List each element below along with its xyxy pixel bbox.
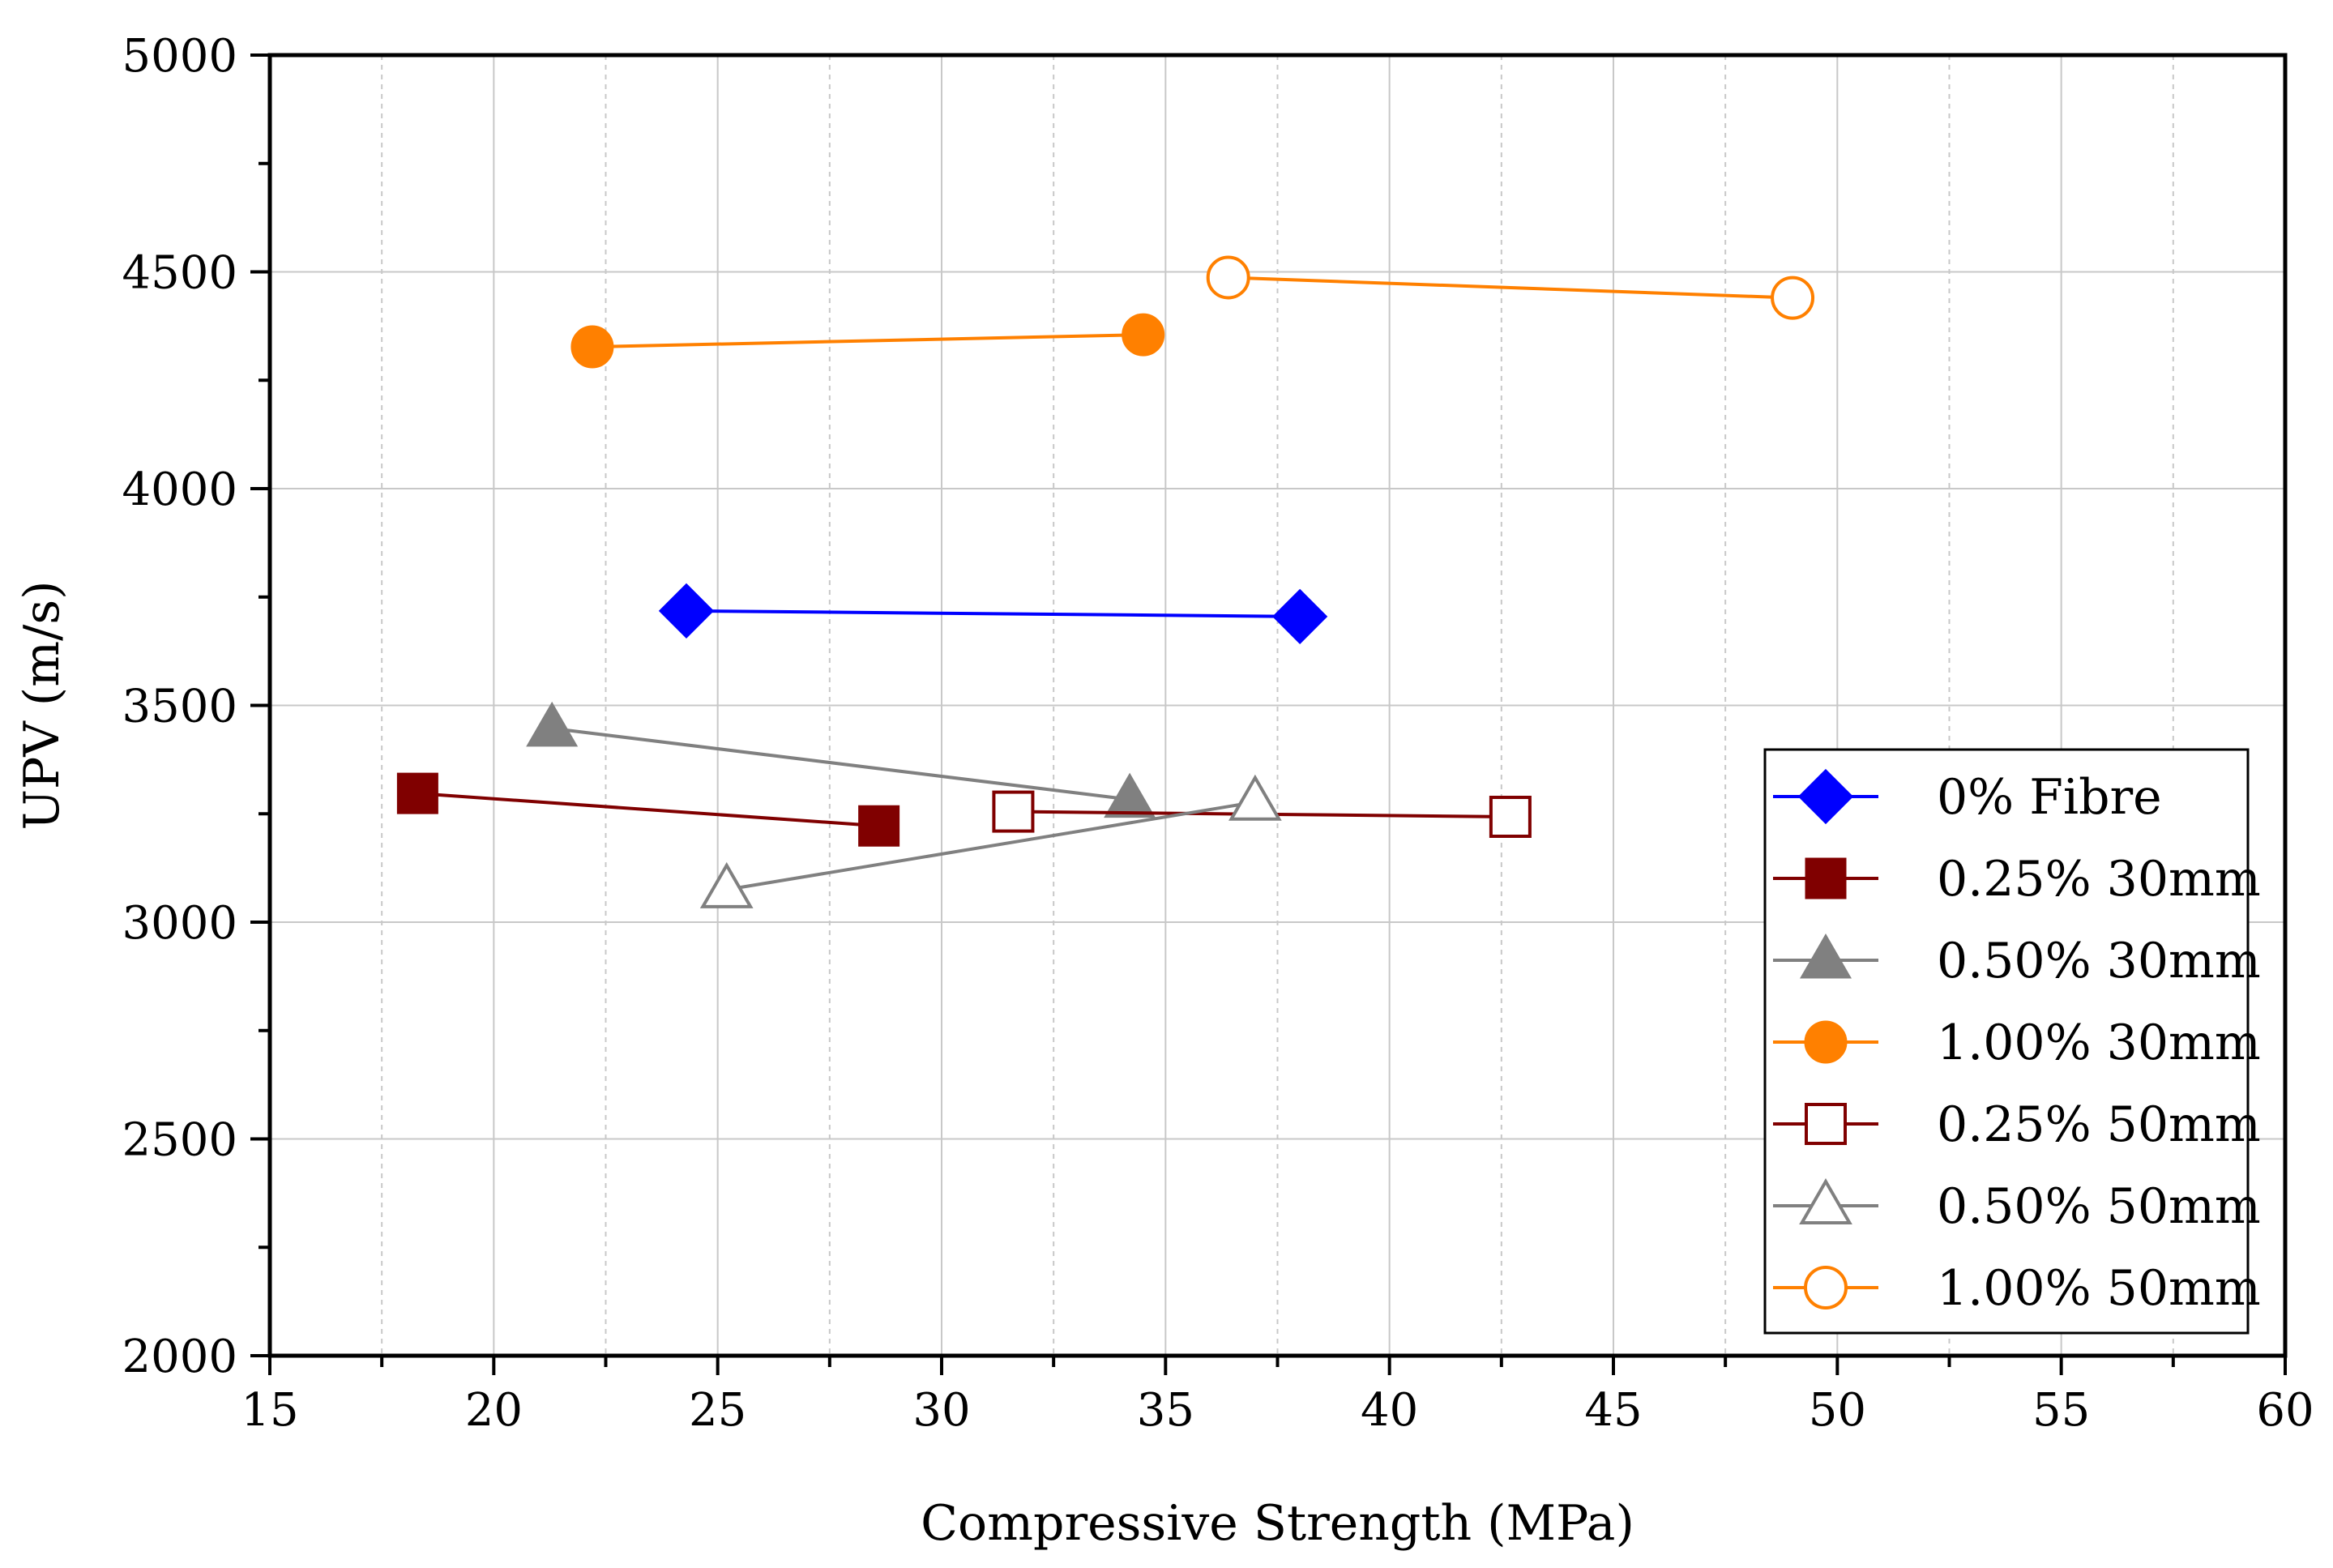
legend-label: 1.00% 30mm [1937, 1015, 2261, 1071]
legend-marker [1804, 1266, 1848, 1310]
legend-item: 0.25% 50mm [1773, 1096, 2261, 1153]
legend-item: 0.50% 30mm [1773, 933, 2261, 989]
legend-item: 1.00% 30mm [1773, 1015, 2261, 1071]
data-point [699, 861, 754, 908]
data-point [992, 790, 1035, 833]
legend-label: 0.50% 30mm [1937, 933, 2261, 989]
series-1 [396, 772, 900, 847]
x-tick-label: 45 [1584, 1384, 1642, 1437]
series-5 [699, 774, 1282, 908]
x-tick-label: 60 [2256, 1384, 2314, 1437]
data-point [1122, 313, 1165, 357]
series-line [726, 800, 1256, 891]
y-axis-title: UPV (m/s) [14, 580, 71, 830]
x-axis-title: Compressive Strength (MPa) [921, 1495, 1634, 1552]
series-line [592, 333, 1143, 349]
series-line [686, 609, 1301, 618]
legend: 0% Fibre 0.25% 30mm 0.50% 30mm 1.00% 30mm 0.… [1763, 748, 2261, 1335]
data-point [526, 701, 579, 747]
x-tick-label: 50 [1809, 1384, 1866, 1437]
legend-label: 0.25% 30mm [1937, 851, 2261, 908]
data-point [1228, 774, 1282, 821]
data-point [658, 583, 715, 639]
legend-item: 0.25% 30mm [1773, 851, 2261, 908]
series-6 [1206, 255, 1815, 320]
x-tick-label: 40 [1361, 1384, 1418, 1437]
data-point [1104, 772, 1156, 818]
x-tick-label: 20 [465, 1384, 523, 1437]
x-tick-label: 15 [241, 1384, 298, 1437]
x-tick-label: 30 [912, 1384, 970, 1437]
series-layer [396, 255, 1815, 908]
legend-label: 0.50% 50mm [1937, 1178, 2261, 1235]
data-point [1771, 276, 1815, 320]
series-line [1228, 276, 1793, 300]
legend-marker [1797, 768, 1854, 825]
y-tick-label: 3500 [122, 681, 237, 733]
series-line [551, 726, 1130, 801]
y-tick-label: 2000 [122, 1331, 237, 1383]
legend-marker [1805, 857, 1847, 899]
data-point [570, 325, 614, 369]
legend-label: 0.25% 50mm [1937, 1096, 2261, 1153]
series-0 [658, 583, 1328, 644]
data-point [396, 772, 438, 814]
legend-item: 0% Fibre [1773, 768, 2162, 826]
y-tick-label: 4000 [122, 464, 237, 516]
series-line [417, 792, 879, 828]
legend-marker [1805, 1103, 1847, 1145]
x-tick-label: 35 [1137, 1384, 1194, 1437]
y-tick-label: 4500 [122, 247, 237, 300]
data-point [1272, 588, 1328, 644]
legend-item: 0.50% 50mm [1773, 1177, 2261, 1235]
axis-ticks: 15 20 25 30 35 40 45 50 55 60 2000 2500 3000 3500 4000… [122, 30, 2314, 1437]
legend-marker [1804, 1020, 1848, 1064]
legend-marker [1799, 1177, 1852, 1224]
legend-marker [1800, 933, 1852, 979]
legend-label: 1.00% 50mm [1937, 1260, 2261, 1317]
series-2 [526, 701, 1156, 818]
legend-label: 0% Fibre [1937, 769, 2162, 826]
data-point [1206, 255, 1250, 300]
series-3 [570, 313, 1165, 369]
legend-item: 1.00% 50mm [1773, 1260, 2261, 1317]
y-tick-label: 5000 [122, 30, 237, 83]
data-point [1489, 795, 1532, 838]
data-point [858, 805, 900, 847]
x-tick-label: 25 [689, 1384, 746, 1437]
x-tick-label: 55 [2032, 1384, 2090, 1437]
y-tick-label: 3000 [122, 897, 237, 950]
y-tick-label: 2500 [122, 1114, 237, 1167]
